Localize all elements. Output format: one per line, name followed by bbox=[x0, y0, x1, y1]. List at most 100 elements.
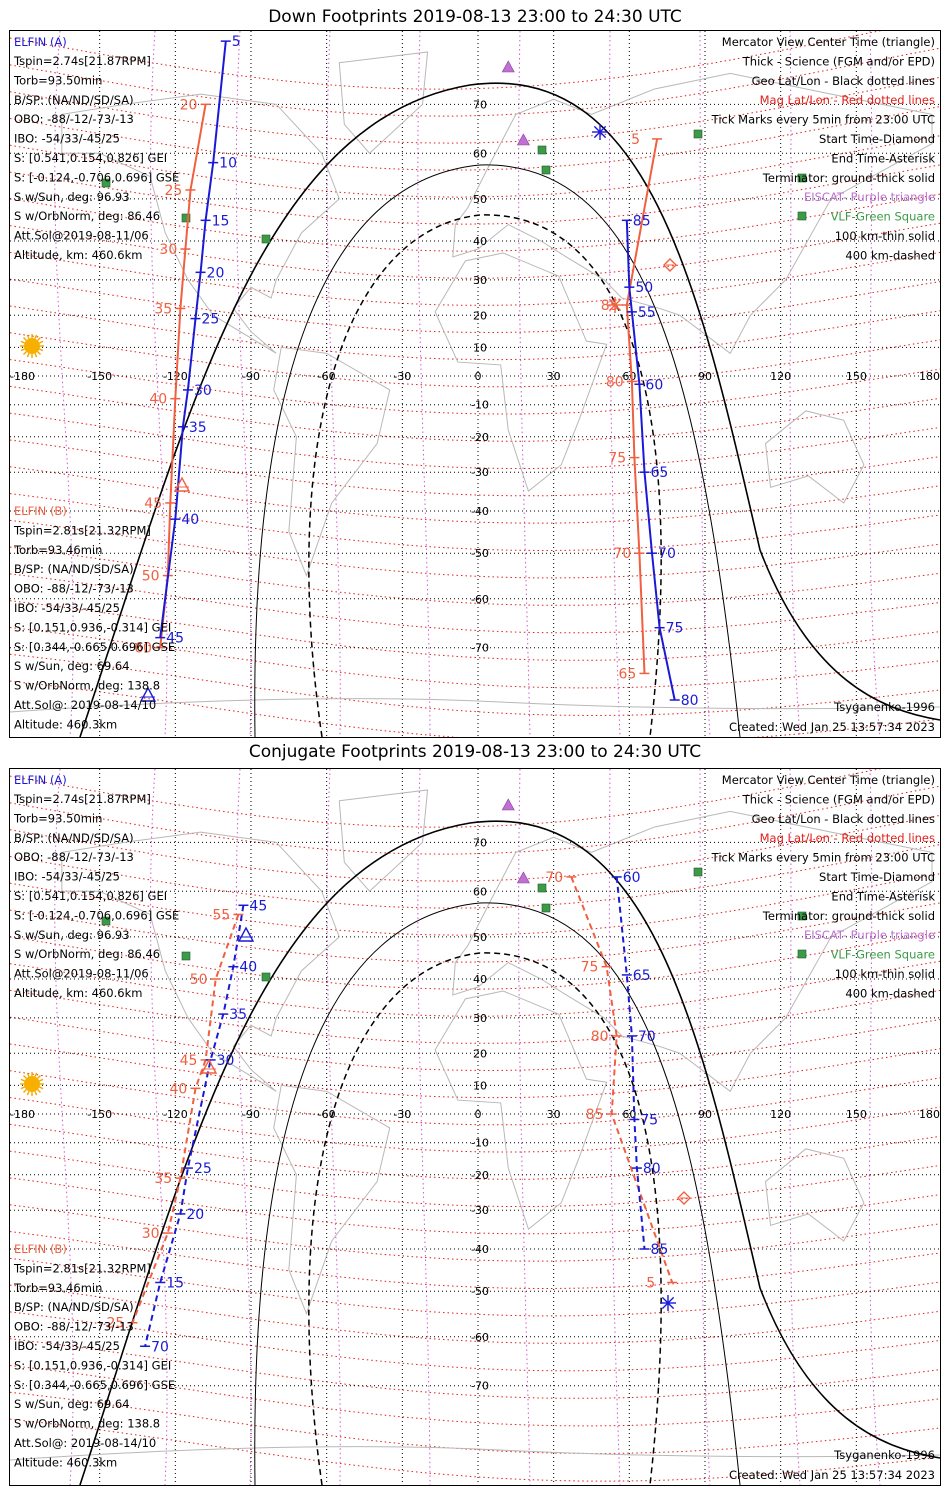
lat-label: -60 bbox=[471, 1331, 489, 1344]
legend-item: Geo Lat/Lon - Black dotted lines bbox=[752, 812, 935, 826]
hundred-km-line bbox=[254, 902, 741, 1485]
legend-item: Thick - Science (FGM and/or EPD) bbox=[742, 792, 935, 806]
vlf-square-icon bbox=[693, 867, 703, 877]
lat-label: -20 bbox=[471, 1169, 489, 1182]
elfin-a-tick-label: 45 bbox=[249, 898, 267, 914]
elfin-a-tick-label: 10 bbox=[219, 156, 237, 172]
legend-item: Start Time-Diamond bbox=[819, 870, 935, 884]
coastlines bbox=[10, 51, 940, 713]
axis-labels: -180 -150 -120 -90 -60 -30 0 30 60 90 120 150 180 70 6… bbox=[10, 98, 940, 654]
vlf-square-icon bbox=[797, 949, 807, 959]
elfin-a-tick-label: 80 bbox=[681, 693, 699, 709]
four-hundred-km-line bbox=[308, 952, 662, 1485]
elfin-a-tick-label: 85 bbox=[633, 213, 651, 229]
stations bbox=[101, 798, 807, 982]
elfin-b-tick-label: 70 bbox=[545, 870, 563, 886]
lat-label: 60 bbox=[473, 885, 487, 898]
lon-label: -120 bbox=[163, 370, 188, 383]
map-area: -180 -150 -120 -90 -60 -30 0 30 60 90 120 150 180 70 6… bbox=[10, 31, 940, 737]
lon-label: -90 bbox=[242, 370, 260, 383]
vlf-square-icon bbox=[797, 173, 807, 183]
legend: Mercator View Center Time (triangle) Thic… bbox=[711, 35, 936, 262]
elfin-b-tick-label: 75 bbox=[608, 451, 626, 467]
elfin-a-line: Torb=93.50min bbox=[13, 811, 102, 825]
elfin-a-tick-label: 80 bbox=[643, 1161, 661, 1177]
map-panel-conjugate: Conjugate Footprints 2019-08-13 23:00 to… bbox=[9, 742, 941, 1486]
lat-label: 10 bbox=[473, 1079, 487, 1092]
lon-label: -60 bbox=[318, 1108, 336, 1121]
coast-australia bbox=[765, 1148, 865, 1242]
eiscat-triangle-icon bbox=[516, 871, 530, 884]
map-area: -180 -150 -120 -90 -60 -30 0 30 60 90 120 150 180 70 6… bbox=[10, 769, 940, 1485]
lat-label: 20 bbox=[473, 309, 487, 322]
hundred-km-line bbox=[254, 164, 741, 737]
elfin-b-path bbox=[159, 104, 207, 648]
coast-north-america bbox=[61, 93, 340, 354]
panel-title: Down Footprints 2019-08-13 23:00 to 24:3… bbox=[268, 7, 682, 27]
elfin-b-line: S w/Sun, deg: 69.64 bbox=[14, 659, 130, 673]
elfin-b-line: IBO: -54/33/-45/25 bbox=[14, 1339, 120, 1353]
panel-frame bbox=[9, 30, 941, 738]
coast-south-america bbox=[273, 1084, 391, 1315]
eiscat-triangle-icon bbox=[501, 798, 515, 811]
coast-africa bbox=[434, 252, 608, 493]
lat-label: 20 bbox=[473, 1047, 487, 1060]
elfin-a-line: IBO: -54/33/-45/25 bbox=[14, 132, 120, 146]
vlf-square-icon bbox=[261, 234, 271, 244]
elfin-b-line: OBO: -88/-12/-73/-13 bbox=[14, 582, 134, 596]
elfin-b-tick-label: 45 bbox=[180, 1053, 198, 1069]
elfin-b-track: 20 25 30 35 40 45 50 60 5 85 80 75 70 65 bbox=[134, 97, 663, 682]
elfin-a-tick-label: 50 bbox=[635, 280, 653, 296]
coast-australia bbox=[765, 410, 865, 504]
mag-meridians bbox=[54, 31, 881, 737]
lon-label: 180 bbox=[919, 1108, 940, 1121]
end-asterisk-icon bbox=[592, 124, 608, 140]
elfin-b-tick-label: 50 bbox=[142, 569, 160, 585]
elfin-b-line: S: [0.344,-0.665,0.696] GSE bbox=[14, 1378, 175, 1392]
lat-label: 40 bbox=[473, 235, 487, 248]
elfin-b-line: Att.Sol@: 2019-08-14/10 bbox=[14, 1436, 156, 1450]
lat-label: -70 bbox=[471, 642, 489, 655]
elfin-a-tick-label: 70 bbox=[638, 1029, 656, 1045]
end-asterisk-icon bbox=[660, 1295, 676, 1311]
lat-label: 60 bbox=[473, 147, 487, 160]
elfin-b-line: Altitude: 460.3km bbox=[14, 1455, 117, 1469]
elfin-info: ELFIN (A) Tspin=2.74s[21.87RPM] Torb=93.50… bbox=[13, 773, 179, 1469]
vlf-square-icon bbox=[537, 145, 547, 155]
vlf-square-icon bbox=[101, 178, 111, 188]
lat-label: 50 bbox=[473, 193, 487, 206]
lon-label: 120 bbox=[770, 1108, 791, 1121]
legend-item: End Time-Asterisk bbox=[831, 889, 935, 903]
elfin-a-line: Att.Sol@2019-08-11/06 bbox=[14, 229, 149, 243]
elfin-b-line: Altitude: 460.3km bbox=[14, 717, 117, 731]
coast-greenland bbox=[338, 789, 429, 892]
elfin-a-header: ELFIN (A) bbox=[14, 773, 67, 787]
lat-label: 70 bbox=[473, 98, 487, 111]
elfin-b-line: S w/Sun, deg: 69.64 bbox=[14, 1397, 130, 1411]
end-asterisk-icon bbox=[607, 297, 623, 313]
lat-label: -20 bbox=[471, 431, 489, 444]
panel-title: Conjugate Footprints 2019-08-13 23:00 to… bbox=[249, 742, 701, 762]
elfin-b-tick-label: 75 bbox=[581, 960, 599, 976]
lat-label: 10 bbox=[473, 341, 487, 354]
map-panel-down: Down Footprints 2019-08-13 23:00 to 24:3… bbox=[9, 7, 941, 738]
elfin-b-line: Tspin=2.81s[21.32RPM] bbox=[13, 523, 151, 537]
created-label: Created: Wed Jan 25 13:57:34 2023 bbox=[729, 1468, 935, 1482]
elfin-a-line: S w/OrbNorm, deg: 86.46 bbox=[14, 947, 160, 961]
elfin-a-line: Att.Sol@2019-08-11/06 bbox=[14, 967, 149, 981]
elfin-b-tick-label: 30 bbox=[159, 242, 177, 258]
elfin-a-tick-label: 45 bbox=[166, 631, 184, 647]
elfin-a-tick-label: 30 bbox=[194, 383, 212, 399]
lat-label: -10 bbox=[471, 399, 489, 412]
elfin-a-line: Altitude, km: 460.6km bbox=[14, 248, 142, 262]
elfin-b-header: ELFIN (B) bbox=[14, 504, 67, 518]
elfin-a-tick-label: 35 bbox=[229, 1007, 247, 1023]
elfin-a-tick-label: 60 bbox=[623, 870, 641, 886]
center-triangle-icon bbox=[139, 686, 157, 702]
coast-greenland bbox=[338, 51, 429, 154]
elfin-b-tick-label: 40 bbox=[170, 1081, 188, 1097]
elfin-a-line: Altitude, km: 460.6km bbox=[14, 986, 142, 1000]
legend-item: Tick Marks every 5min from 23:00 UTC bbox=[711, 851, 935, 865]
elfin-b-header: ELFIN (B) bbox=[14, 1242, 67, 1256]
elfin-a-tick-label: 75 bbox=[640, 1112, 658, 1128]
